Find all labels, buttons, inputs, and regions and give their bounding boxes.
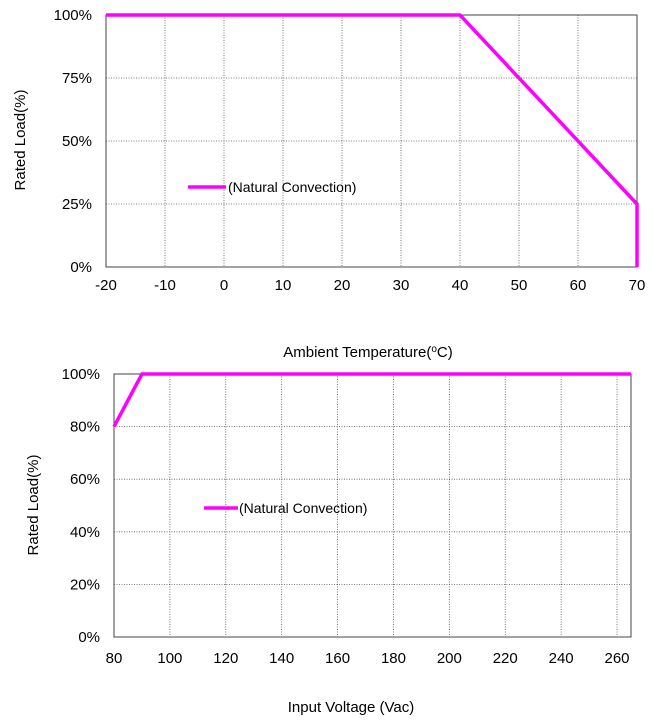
chart1-grid — [106, 15, 637, 267]
y-tick-label: 0% — [70, 259, 92, 276]
y-tick-label: 20% — [70, 576, 100, 593]
y-tick-label: 80% — [70, 419, 100, 436]
chart2-plot-area — [113, 373, 632, 638]
chart2-x-tick-labels: 80 100 120 140 160 180 200 220 240 260 — [106, 650, 630, 667]
chart1-x-axis-title-main: Ambient Temperature( — [283, 344, 431, 361]
y-tick-label: 25% — [62, 196, 92, 213]
series-line-natural-convection — [106, 13, 639, 267]
x-tick-label: -10 — [154, 277, 176, 294]
chart2-legend-label: (Natural Convection) — [239, 500, 367, 516]
x-tick-label: 70 — [629, 277, 646, 294]
chart2-x-axis-title: Input Voltage (Vac) — [288, 699, 414, 716]
chart1-series — [106, 13, 639, 267]
x-tick-label: 240 — [549, 650, 574, 667]
chart2-series — [112, 372, 631, 428]
x-tick-label: 160 — [325, 650, 350, 667]
input-voltage-derating-chart: 0% 20% 40% 60% 80% 100% 80 100 120 140 160 180 200 2… — [25, 366, 632, 716]
x-tick-label: 10 — [275, 277, 292, 294]
y-tick-label: 40% — [70, 524, 100, 541]
x-tick-label: 120 — [213, 650, 238, 667]
x-tick-label: 220 — [493, 650, 518, 667]
chart1-x-axis-title-degree: o — [431, 344, 437, 355]
x-tick-label: 140 — [269, 650, 294, 667]
chart1-legend: (Natural Convection) — [188, 179, 356, 195]
x-tick-label: 180 — [381, 650, 406, 667]
x-tick-label: 100 — [157, 650, 182, 667]
chart1-x-tick-labels: -20 -10 0 10 20 30 40 50 60 70 — [95, 277, 645, 294]
x-tick-label: 260 — [605, 650, 630, 667]
y-tick-label: 100% — [54, 7, 92, 24]
x-tick-label: 40 — [452, 277, 469, 294]
chart1-x-axis-title-unit: C) — [437, 344, 453, 361]
chart2-y-axis-title: Rated Load(%) — [25, 455, 42, 556]
y-tick-label: 60% — [70, 471, 100, 488]
x-tick-label: -20 — [95, 277, 117, 294]
x-tick-label: 50 — [511, 277, 528, 294]
chart1-x-axis-title: Ambient Temperature(oC) — [283, 344, 453, 361]
chart1-legend-label: (Natural Convection) — [228, 179, 356, 195]
x-tick-label: 60 — [570, 277, 587, 294]
x-tick-label: 0 — [220, 277, 228, 294]
series-line-natural-convection — [112, 372, 631, 428]
chart1-y-axis-title: Rated Load(%) — [12, 90, 29, 191]
y-tick-label: 50% — [62, 133, 92, 150]
x-tick-label: 200 — [437, 650, 462, 667]
y-tick-label: 75% — [62, 70, 92, 87]
x-tick-label: 20 — [334, 277, 351, 294]
temperature-derating-chart: 0% 25% 50% 75% 100% -20 -10 0 10 20 30 40 50 60 70 (N… — [12, 7, 645, 361]
chart2-grid — [114, 374, 631, 637]
y-tick-label: 100% — [62, 366, 100, 383]
chart2-y-tick-labels: 0% 20% 40% 60% 80% 100% — [62, 366, 100, 646]
chart2-legend: (Natural Convection) — [204, 500, 367, 516]
chart1-y-tick-labels: 0% 25% 50% 75% 100% — [54, 7, 92, 276]
x-tick-label: 80 — [106, 650, 123, 667]
x-tick-label: 30 — [393, 277, 410, 294]
y-tick-label: 0% — [78, 629, 100, 646]
